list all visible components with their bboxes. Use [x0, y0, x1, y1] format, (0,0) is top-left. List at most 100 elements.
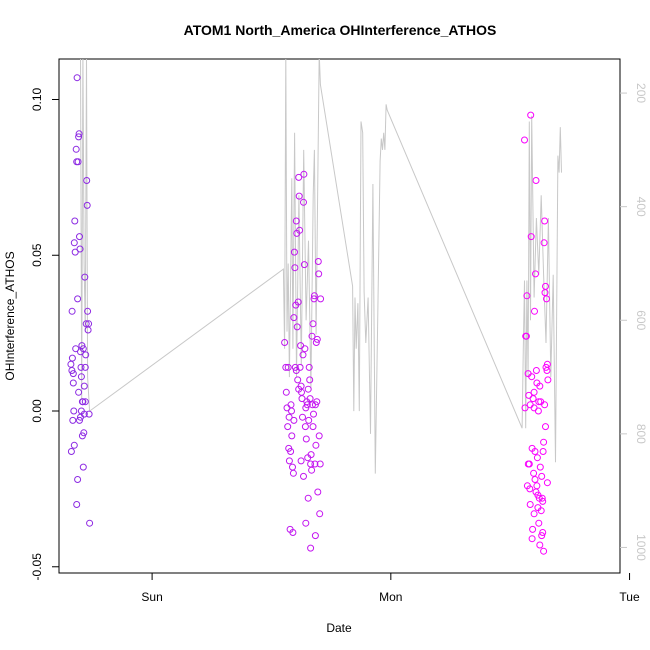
data-point: [302, 435, 310, 443]
data-point: [541, 217, 549, 225]
data-point: [71, 217, 79, 225]
data-point: [305, 363, 313, 371]
data-point: [532, 270, 539, 278]
data-point: [290, 416, 298, 424]
data-point: [77, 373, 85, 381]
x-tick-label: Tue: [619, 590, 640, 604]
data-point: [83, 201, 91, 209]
data-point: [69, 379, 77, 387]
data-point: [294, 298, 302, 306]
data-point: [538, 494, 546, 502]
data-point: [86, 519, 94, 527]
data-point: [80, 410, 88, 418]
data-point: [306, 395, 314, 403]
data-point: [307, 451, 315, 459]
data-point: [534, 504, 542, 512]
data-point: [530, 388, 538, 396]
data-point: [73, 74, 81, 82]
data-point: [295, 192, 303, 200]
data-point: [311, 532, 319, 540]
data-point: [535, 519, 543, 527]
chart-title: ATOM1 North_America OHInterference_ATHOS: [184, 22, 497, 38]
data-point: [82, 320, 90, 328]
data-point: [70, 441, 78, 449]
data-point: [543, 479, 551, 487]
y-tick-label: -0.05: [30, 553, 44, 581]
data-point: [76, 245, 84, 253]
data-point: [282, 363, 290, 371]
data-point: [528, 373, 536, 381]
data-point: [74, 158, 82, 166]
data-point: [284, 423, 292, 431]
data-point: [540, 239, 548, 247]
data-point: [282, 388, 290, 396]
data-point: [68, 307, 76, 315]
data-point: [532, 177, 540, 184]
data-point: [291, 264, 299, 272]
data-point: [285, 413, 293, 421]
data-point: [72, 145, 80, 153]
data-point: [301, 423, 309, 431]
data-point: [289, 529, 297, 536]
x-axis-label: Date: [326, 621, 352, 635]
x-tick-label: Mon: [379, 590, 402, 604]
data-point: [306, 376, 314, 384]
data-point: [526, 401, 534, 409]
data-point: [311, 460, 319, 468]
data-point: [300, 261, 308, 269]
data-point: [542, 282, 549, 290]
y-axis-label: OHInterference_ATHOS: [3, 251, 17, 380]
data-point: [285, 457, 293, 465]
data-point: [289, 469, 297, 477]
data-point: [307, 460, 315, 468]
data-point: [76, 233, 83, 241]
data-point: [85, 410, 93, 418]
data-point: [73, 501, 81, 508]
y-tick-label: 0.00: [30, 399, 44, 423]
data-point: [289, 463, 296, 471]
series-1: [67, 74, 94, 527]
data-point: [532, 367, 540, 374]
data-point: [526, 501, 534, 508]
data-point: [71, 248, 79, 256]
data-point: [535, 398, 543, 406]
right-y-tick-label: 600: [634, 310, 648, 330]
data-point: [529, 395, 537, 403]
data-point: [295, 173, 303, 181]
data-point: [302, 404, 310, 412]
data-point: [81, 363, 89, 371]
data-point: [287, 401, 295, 409]
data-point: [74, 295, 82, 303]
data-point: [305, 416, 313, 424]
data-point: [316, 510, 324, 518]
data-point: [300, 472, 307, 480]
data-point: [85, 320, 93, 328]
data-point: [298, 395, 306, 403]
plot-frame: [58, 58, 621, 574]
data-point: [541, 401, 549, 409]
data-point: [521, 136, 528, 144]
data-point: [295, 385, 303, 393]
data-point: [530, 469, 538, 477]
data-point: [536, 463, 544, 471]
data-point: [539, 529, 547, 536]
data-point: [68, 354, 76, 362]
data-point: [543, 295, 550, 303]
data-point: [78, 432, 86, 440]
data-point: [533, 482, 541, 490]
data-point: [310, 292, 318, 300]
data-point: [69, 416, 77, 424]
data-point: [292, 217, 300, 225]
data-point: [308, 332, 316, 340]
series-2: [281, 170, 325, 552]
data-point: [533, 379, 541, 387]
data-point: [291, 363, 299, 371]
data-point: [539, 448, 547, 455]
data-point: [302, 519, 310, 527]
data-point: [544, 376, 552, 384]
data-point: [531, 476, 539, 483]
data-point: [81, 398, 89, 406]
data-point: [524, 460, 532, 468]
data-point: [527, 111, 535, 119]
data-point: [82, 351, 90, 359]
